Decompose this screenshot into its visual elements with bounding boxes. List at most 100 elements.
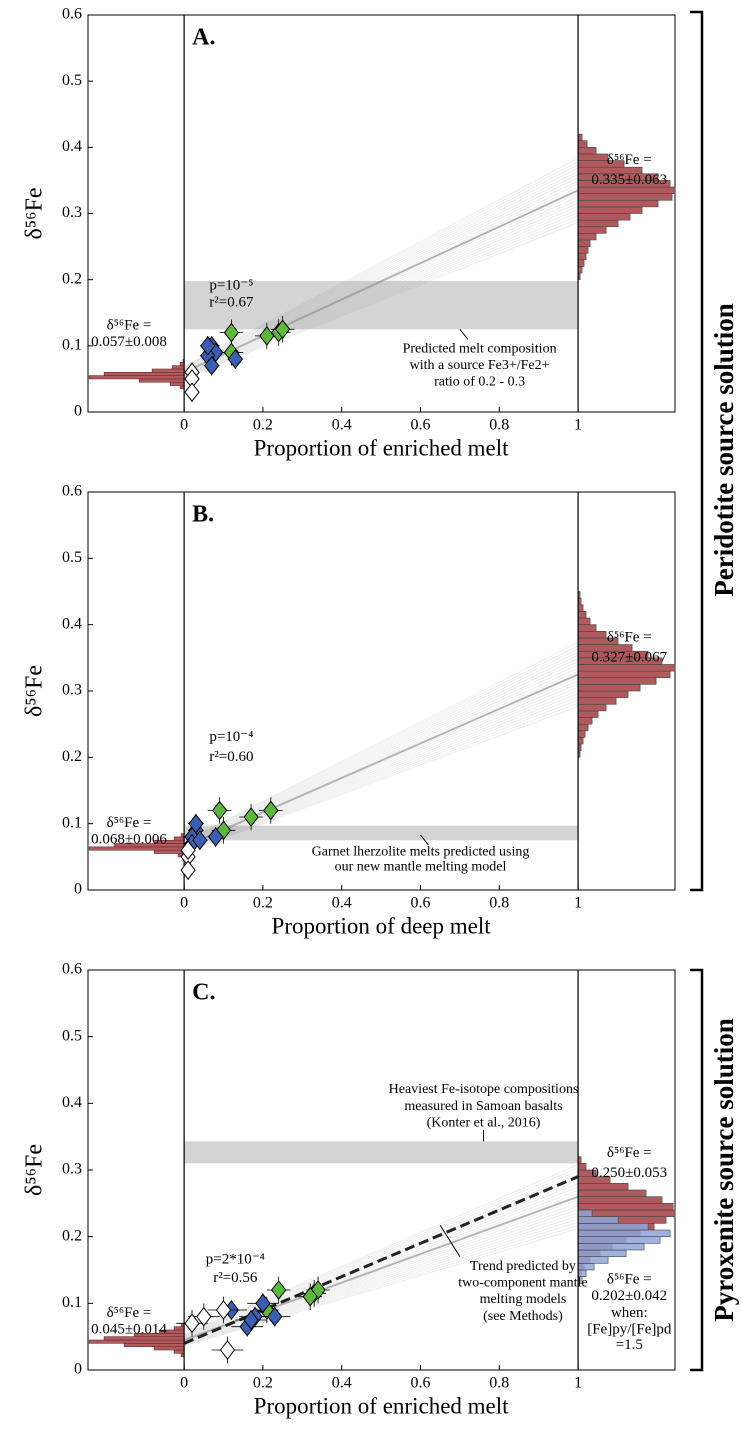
y-axis-label: δ⁵⁶Fe [22, 1144, 48, 1196]
hist-right-bar [577, 684, 641, 692]
x-tick-label: 1 [574, 417, 582, 434]
y-tick-label: 0.6 [62, 961, 82, 978]
left-hist-label: δ⁵⁶Fe = [107, 815, 152, 831]
point [180, 840, 196, 861]
band-label: with a source Fe3+/Fe2+ [410, 358, 550, 373]
fan-line [183, 648, 579, 843]
fan-line [183, 170, 579, 370]
point [184, 1313, 200, 1334]
y-tick-label: 0 [74, 881, 82, 898]
hist-right-bar [577, 690, 629, 698]
fan-line [183, 1167, 579, 1336]
hist-left-bar [123, 1343, 185, 1347]
y-tick-label: 0.2 [62, 748, 82, 765]
right-hist-label-2: =1.5 [616, 1337, 643, 1353]
right-hist-label-2: δ⁵⁶Fe = [607, 1271, 652, 1287]
x-tick-label: 0.4 [332, 1375, 352, 1392]
point [243, 807, 259, 827]
y-tick-label: 0.1 [62, 337, 82, 354]
left-hist-label: δ⁵⁶Fe = [107, 1305, 152, 1321]
fan-line [183, 199, 579, 375]
stat-text: r²=0.67 [209, 294, 254, 310]
hist-left-bar [138, 378, 185, 383]
point [255, 1293, 271, 1314]
left-hist-label: 0.057±0.008 [91, 334, 167, 350]
x-tick-label: 0.2 [253, 1375, 273, 1392]
y-axis-label: δ⁵⁶Fe [22, 187, 48, 239]
fan-line [183, 683, 579, 850]
hist-right-bar [577, 624, 597, 632]
hist-right-bar [577, 710, 599, 718]
fan-line [183, 645, 579, 842]
hist-right-bar [577, 239, 591, 247]
x-axis-label: Proportion of enriched melt [254, 435, 509, 460]
hist-right-bar [577, 697, 617, 705]
stat-text: r²=0.56 [213, 1270, 258, 1286]
bracket [690, 968, 704, 1372]
hist-left-bar [173, 836, 185, 841]
y-tick-label: 0 [74, 403, 82, 420]
hist-left-bar [88, 1339, 185, 1344]
point [188, 813, 204, 834]
y-tick-label: 0.4 [62, 615, 82, 632]
hist-right-bar [577, 1209, 676, 1217]
stat-text: p=10⁻⁴ [209, 729, 253, 745]
hist-left-bar [88, 375, 185, 380]
y-tick-label: 0.1 [62, 1294, 82, 1311]
hist-right-bar [577, 717, 593, 725]
fan-line [183, 215, 579, 378]
hist-right-bar [577, 147, 597, 155]
y-tick-label: 0.4 [62, 138, 82, 155]
right-hist-label-2: 0.202±0.042 [591, 1288, 667, 1304]
fan-line [183, 1170, 579, 1336]
hist-right-bar [577, 677, 657, 685]
point [219, 1340, 236, 1360]
band [184, 280, 579, 330]
band [184, 1141, 579, 1164]
point [180, 860, 196, 880]
stat-text: r²=0.60 [209, 749, 253, 765]
trend-label: melting models [480, 1292, 567, 1307]
right-hist-label: δ⁵⁶Fe = [607, 1145, 652, 1161]
panel-label: B. [192, 502, 214, 528]
point [184, 382, 200, 402]
y-tick-label: 0.3 [62, 1161, 82, 1178]
point [243, 1310, 259, 1330]
x-tick-label: 0.4 [332, 417, 352, 434]
band [184, 825, 579, 841]
band-label: (Konter et al., 2016) [427, 1116, 541, 1131]
hist-right-bar [577, 1229, 671, 1237]
hist-left-bar [173, 1326, 185, 1331]
hist-right-bar [577, 1163, 587, 1171]
hist-left-bar [173, 1349, 185, 1354]
fan-line [183, 702, 579, 853]
hist-right-bar [577, 611, 587, 619]
hist-right-bar [577, 206, 643, 214]
hist-right-bar [577, 1216, 619, 1224]
fan-line [183, 205, 579, 376]
fan-line [183, 1173, 579, 1337]
x-tick-label: 0 [180, 417, 188, 434]
fan-line [183, 221, 579, 379]
trend-line [183, 189, 579, 374]
fan-line [183, 1177, 579, 1337]
fan-line [183, 157, 579, 367]
fan-line [183, 180, 579, 371]
stat-text: p=2*10⁻⁴ [206, 1251, 265, 1267]
fan-line [183, 686, 579, 850]
point [271, 1280, 287, 1300]
x-tick-label: 0.8 [489, 417, 509, 434]
point [208, 827, 224, 847]
y-tick-label: 0.4 [62, 1094, 82, 1111]
x-tick-label: 1 [574, 895, 582, 912]
trend-label: (see Methods) [483, 1309, 563, 1324]
side-label: Peridotite source solution [709, 303, 739, 596]
left-hist-label: 0.045±0.014 [91, 1321, 167, 1337]
dashed-trend [183, 1175, 579, 1345]
y-tick-label: 0.5 [62, 549, 82, 566]
fan-line [183, 696, 579, 852]
point [215, 1300, 232, 1320]
hist-right-bar [577, 246, 589, 254]
hist-right-bar [577, 252, 587, 261]
